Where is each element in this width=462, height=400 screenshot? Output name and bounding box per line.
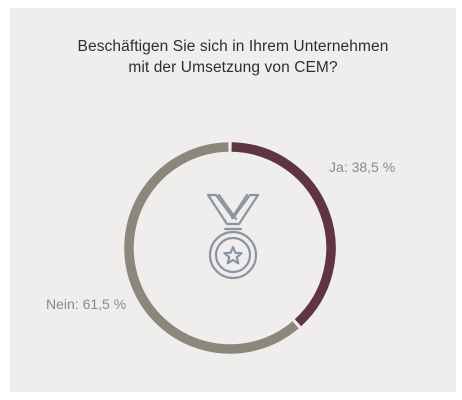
chart-title-line-1: Beschäftigen Sie sich in Ihrem Unternehm…	[77, 38, 389, 55]
medal-ribbon	[206, 193, 260, 226]
label-nein: Nein: 61,5 %	[46, 296, 127, 312]
star-icon	[223, 245, 243, 265]
donut-slice-ja	[231, 142, 336, 327]
donut-slices	[124, 142, 336, 354]
donut-chart	[124, 142, 336, 354]
chart-title: Beschäftigen Sie sich in Ihrem Unternehm…	[10, 36, 456, 78]
donut-slice-nein	[124, 142, 299, 354]
medal-outer-ring	[208, 230, 258, 280]
medal-ribbon-stripe-right	[230, 193, 249, 220]
chart-card: Beschäftigen Sie sich in Ihrem Unternehm…	[10, 8, 456, 392]
medal-inner-ring	[214, 236, 252, 274]
label-ja: Ja: 38,5 %	[329, 159, 396, 175]
medal-star-icon	[206, 193, 260, 280]
chart-title-line-2: mit der Umsetzung von CEM?	[128, 59, 338, 76]
